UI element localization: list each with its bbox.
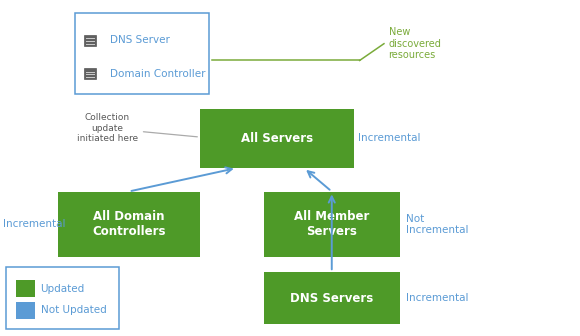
FancyBboxPatch shape <box>84 35 96 46</box>
Text: Incremental: Incremental <box>358 133 421 143</box>
FancyBboxPatch shape <box>200 109 354 168</box>
Text: Not Updated: Not Updated <box>41 305 106 316</box>
FancyBboxPatch shape <box>84 69 96 79</box>
FancyBboxPatch shape <box>264 272 400 324</box>
Text: New
discovered
resources: New discovered resources <box>389 27 441 60</box>
Text: Updated: Updated <box>41 284 85 294</box>
Text: Incremental: Incremental <box>3 219 66 229</box>
FancyBboxPatch shape <box>58 192 200 257</box>
Text: Incremental: Incremental <box>406 293 469 303</box>
Text: All Member
Servers: All Member Servers <box>295 210 369 238</box>
Text: Not
Incremental: Not Incremental <box>406 214 469 235</box>
Text: All Servers: All Servers <box>241 132 313 145</box>
FancyBboxPatch shape <box>264 192 400 257</box>
FancyBboxPatch shape <box>16 302 35 319</box>
Text: DNS Server: DNS Server <box>110 35 170 45</box>
FancyBboxPatch shape <box>6 267 119 329</box>
FancyBboxPatch shape <box>16 280 35 297</box>
Text: DNS Servers: DNS Servers <box>291 292 374 305</box>
Text: Domain Controller: Domain Controller <box>110 69 206 79</box>
FancyBboxPatch shape <box>75 13 209 94</box>
Text: All Domain
Controllers: All Domain Controllers <box>92 210 166 238</box>
Text: Collection
update
initiated here: Collection update initiated here <box>77 114 197 143</box>
